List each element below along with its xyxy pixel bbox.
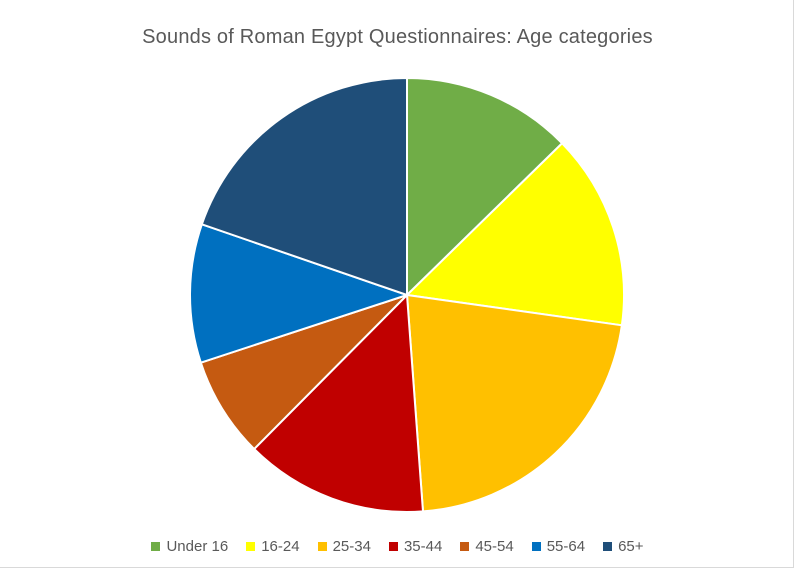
legend-item-45-54: 45-54 [460,538,514,555]
legend-label: 25-34 [332,538,371,555]
pie-slice-25-34 [405,293,624,513]
chart-legend: Under 16 16-24 25-34 35-44 45-54 55-64 65+ [0,538,795,555]
legend-label: 16-24 [261,538,300,555]
legend-item-55-64: 55-64 [531,538,586,555]
legend-swatch [151,542,161,551]
pie-slice-35-44 [252,292,425,513]
chart-title: Sounds of Roman Egypt Questionnaires: Ag… [142,26,653,48]
pie-slice-65- [200,76,408,297]
pie-slice-45-54 [199,294,408,451]
pie-slice-16-24 [404,141,625,327]
legend-item-25-34: 25-34 [317,538,371,555]
legend-label: Under 16 [166,538,229,555]
legend-swatch [388,542,398,551]
legend-label: 45-54 [475,538,514,555]
pie-slice-55-64 [189,223,411,364]
legend-item-65-: 65+ [603,538,644,555]
legend-swatch [460,542,470,551]
legend-label: 65+ [618,538,644,555]
legend-label: 35-44 [403,538,443,555]
pie-slices [189,76,625,513]
legend-item-16-24: 16-24 [246,538,300,555]
legend-swatch [603,542,613,551]
legend-swatch [246,542,256,551]
pie-slice-under-16 [406,76,564,298]
legend-item-under-16: Under 16 [151,538,228,555]
legend-item-35-44: 35-44 [388,538,443,555]
legend-swatch [531,542,541,551]
legend-label: 55-64 [546,538,586,555]
legend-swatch [317,542,327,551]
